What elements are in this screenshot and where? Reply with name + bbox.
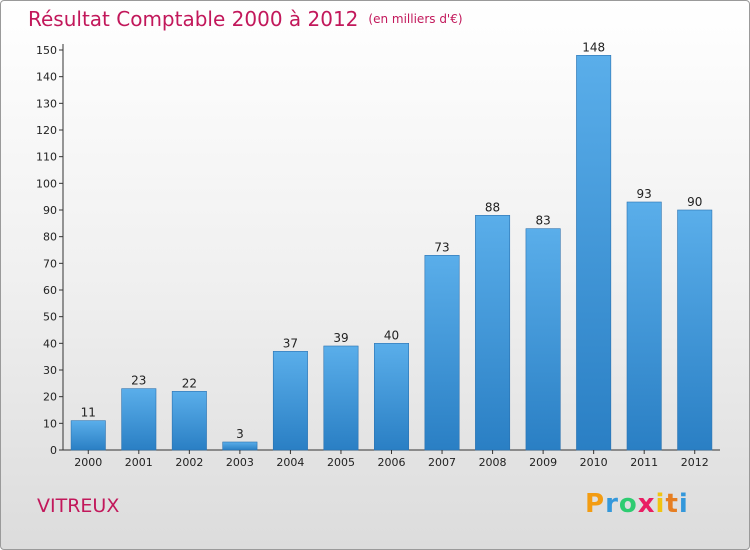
- y-tick-label: 80: [43, 231, 57, 244]
- data-label: 40: [384, 328, 399, 342]
- y-tick-label: 140: [36, 71, 57, 84]
- data-label: 88: [485, 200, 500, 214]
- data-label: 39: [333, 331, 348, 345]
- logo-letter: x: [637, 489, 656, 519]
- y-tick-label: 0: [50, 444, 57, 457]
- proxiti-logo: Proxiti: [585, 489, 689, 519]
- bar: [272, 351, 308, 451]
- y-tick-label: 50: [43, 311, 57, 324]
- chart-title: Résultat Comptable 2000 à 2012 (en millie…: [28, 7, 463, 31]
- data-label: 83: [535, 214, 550, 228]
- x-tick-label: 2005: [327, 456, 355, 469]
- bar: [171, 391, 207, 451]
- bar: [576, 55, 612, 451]
- y-tick-label: 90: [43, 204, 57, 217]
- y-tick-label: 100: [36, 177, 57, 190]
- y-tick-label: 30: [43, 364, 57, 377]
- data-label: 90: [687, 195, 702, 209]
- x-tick-label: 2003: [226, 456, 254, 469]
- bar: [677, 209, 713, 451]
- bar: [424, 255, 460, 451]
- y-tick-label: 60: [43, 284, 57, 297]
- logo-letter: P: [585, 489, 606, 519]
- bar: [222, 441, 258, 451]
- data-label: 37: [283, 336, 298, 350]
- x-tick-label: 2007: [428, 456, 456, 469]
- logo-letter: o: [618, 489, 638, 519]
- y-tick-label: 20: [43, 391, 57, 404]
- logo-letter: i: [678, 489, 689, 519]
- x-tick-label: 2002: [175, 456, 203, 469]
- logo-letter: i: [655, 489, 666, 519]
- bar: [121, 388, 157, 451]
- commune-name: VITREUX: [37, 495, 120, 517]
- bar: [374, 343, 409, 451]
- logo-letter: r: [605, 489, 619, 519]
- y-tick-label: 130: [36, 97, 57, 110]
- bar: [70, 420, 106, 451]
- data-label: 93: [637, 187, 652, 201]
- data-label: 23: [131, 374, 146, 388]
- x-tick-label: 2004: [276, 456, 304, 469]
- data-label: 3: [236, 427, 244, 441]
- y-tick-label: 110: [36, 151, 57, 164]
- x-tick-label: 2011: [630, 456, 658, 469]
- y-tick-label: 150: [36, 44, 57, 57]
- chart-subtitle: (en milliers d'€): [368, 12, 463, 26]
- x-tick-label: 2001: [125, 456, 153, 469]
- x-tick-label: 2012: [681, 456, 709, 469]
- data-label: 11: [81, 406, 96, 420]
- y-tick-label: 120: [36, 124, 57, 137]
- data-label: 22: [182, 376, 197, 390]
- x-tick-label: 2000: [74, 456, 102, 469]
- bar: [323, 345, 359, 451]
- data-label: 148: [582, 40, 605, 54]
- bar: [626, 201, 662, 451]
- bar: [475, 215, 511, 451]
- bar: [525, 228, 561, 451]
- x-tick-label: 2006: [378, 456, 406, 469]
- x-tick-label: 2009: [529, 456, 557, 469]
- y-tick-label: 10: [43, 417, 57, 430]
- y-tick-label: 70: [43, 257, 57, 270]
- y-tick-label: 40: [43, 337, 57, 350]
- x-tick-label: 2008: [479, 456, 507, 469]
- logo-letter: t: [665, 489, 679, 519]
- x-tick-label: 2010: [580, 456, 608, 469]
- data-label: 73: [434, 240, 449, 254]
